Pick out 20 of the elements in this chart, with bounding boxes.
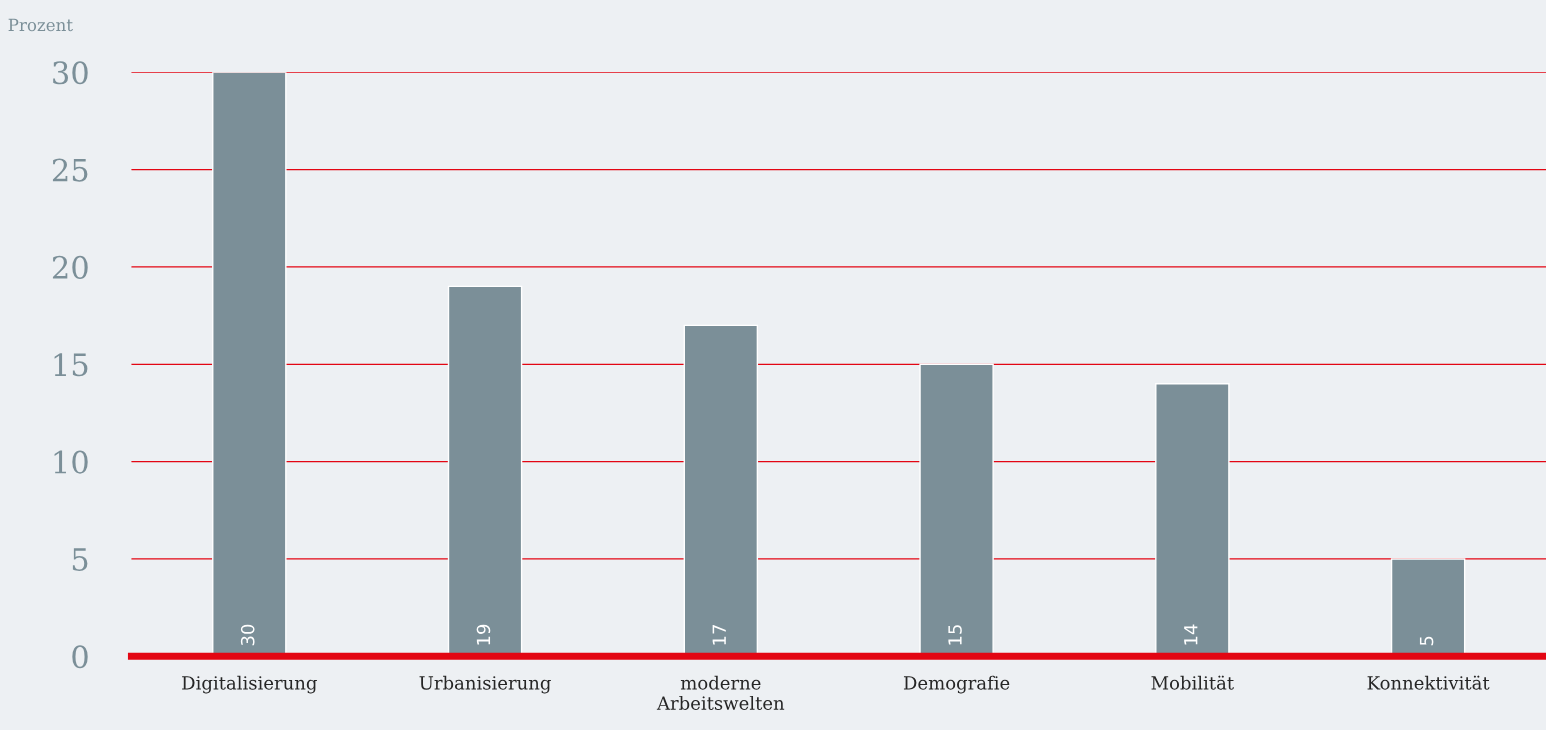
data-label: 17 <box>712 625 726 645</box>
y-tick-label: 5 <box>72 548 88 571</box>
data-label: 30 <box>240 624 255 646</box>
y-tick-label: 10 <box>54 450 88 474</box>
data-label: 5 <box>1419 636 1434 646</box>
y-axis-title: Prozent <box>8 18 73 32</box>
x-tick-label: Digitalisierung <box>182 675 317 694</box>
data-label: 15 <box>948 625 962 645</box>
x-tick-label: Konnektivität <box>1367 675 1490 690</box>
x-tick-label: moderne Arbeitswelten <box>656 675 785 710</box>
y-tick-label: 20 <box>52 255 88 279</box>
y-tick-label: 30 <box>53 61 88 85</box>
y-tick-label: 0 <box>72 645 88 669</box>
x-tick-label: Mobilität <box>1151 675 1234 690</box>
y-tick-label: 15 <box>54 353 88 377</box>
x-tick-label: Urbanisierung <box>419 675 551 694</box>
y-tick-label: 25 <box>52 158 88 182</box>
data-label: 19 <box>476 624 491 645</box>
data-label: 14 <box>1184 624 1198 645</box>
x-tick-label: Demografie <box>903 675 1010 694</box>
